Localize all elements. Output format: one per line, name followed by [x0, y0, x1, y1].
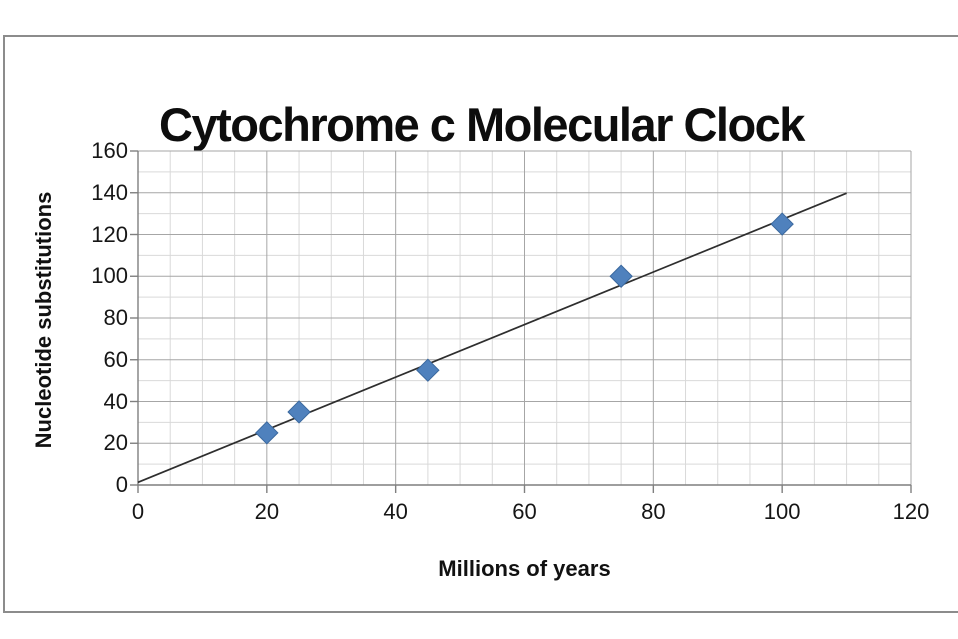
- x-tick-label: 60: [512, 499, 537, 524]
- y-axis-title: Nucleotide substitutions: [31, 191, 56, 449]
- y-tick-label: 60: [103, 346, 128, 372]
- x-tick-label: 20: [254, 499, 280, 524]
- x-tick-label: 120: [892, 499, 930, 524]
- plot-area[interactable]: [130, 150, 912, 493]
- chart-title: Cytochrome c Molecular Clock: [159, 98, 805, 151]
- y-tick-label: 120: [91, 221, 128, 247]
- y-tick-label: 80: [103, 305, 128, 330]
- trendline[interactable]: [137, 192, 847, 484]
- y-tick-label: 100: [91, 263, 128, 289]
- y-tick-label: 0: [115, 472, 128, 497]
- data-point[interactable]: [255, 421, 279, 445]
- data-point[interactable]: [416, 358, 440, 382]
- data-point[interactable]: [770, 212, 794, 236]
- x-axis-title: Millions of years: [438, 556, 611, 581]
- data-point[interactable]: [609, 264, 633, 288]
- x-tick-label: 100: [763, 499, 801, 524]
- x-tick-label: 80: [641, 499, 666, 524]
- plot-svg: [130, 150, 912, 493]
- data-point[interactable]: [287, 400, 311, 424]
- x-tick-label: 40: [383, 499, 408, 524]
- x-tick-label: 0: [131, 499, 145, 524]
- y-tick-label: 160: [91, 138, 128, 163]
- y-tick-label: 140: [91, 179, 128, 205]
- y-tick-label: 40: [103, 388, 128, 414]
- chart-frame[interactable]: Cytochrome c Molecular Clock: [3, 35, 958, 613]
- y-tick-label: 20: [103, 430, 128, 456]
